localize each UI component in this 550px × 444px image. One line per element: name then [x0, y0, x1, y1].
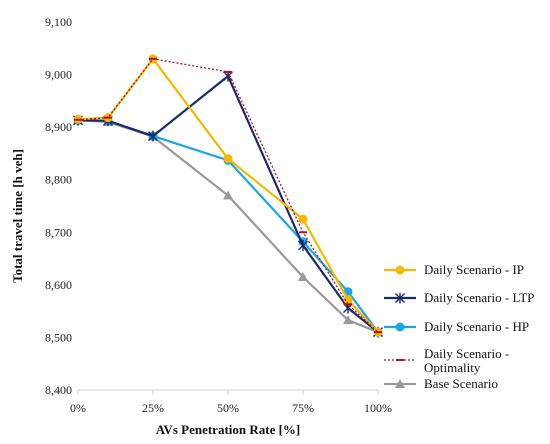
- data-point: [298, 271, 308, 281]
- y-tick-label: 9,000: [45, 68, 72, 82]
- x-tick-label: 75%: [292, 401, 314, 415]
- x-tick-label: 0%: [70, 401, 86, 415]
- y-tick-label: 8,800: [45, 173, 72, 187]
- legend-item: Daily Scenario - HP: [384, 319, 529, 334]
- series-layer: [73, 54, 383, 338]
- y-axis-ticks: 8,400 8,500 8,600 8,700 8,800 8,900 9,000 9,100: [45, 15, 72, 397]
- legend-marker: [395, 265, 405, 275]
- legend-item: Daily Scenario -Optimality: [384, 346, 509, 375]
- legend-label: Daily Scenario - LTP: [424, 290, 534, 305]
- y-tick-label: 8,600: [45, 278, 72, 292]
- legend-marker: [395, 292, 405, 304]
- y-tick-label: 9,100: [45, 15, 72, 29]
- x-tick-label: 100%: [364, 401, 392, 415]
- x-axis-title: AVs Penetration Rate [%]: [156, 422, 301, 437]
- legend-item: Daily Scenario - LTP: [384, 290, 534, 305]
- legend-label: Daily Scenario -Optimality: [424, 346, 509, 375]
- x-tick-label: 25%: [142, 401, 164, 415]
- series-line: [77, 74, 379, 334]
- x-axis-ticks: 0% 25% 50% 75% 100%: [70, 390, 392, 415]
- legend-marker: [395, 322, 405, 332]
- series-5: [73, 115, 383, 337]
- legend-label: Daily Scenario - IP: [424, 262, 524, 277]
- data-point: [298, 214, 308, 224]
- y-tick-label: 8,900: [45, 120, 72, 134]
- y-tick-label: 8,400: [45, 383, 72, 397]
- series-line: [77, 119, 379, 333]
- data-point: [343, 315, 353, 325]
- data-point: [223, 154, 233, 164]
- series-4: [74, 57, 382, 334]
- y-tick-label: 8,700: [45, 225, 72, 239]
- series-3: [73, 115, 383, 337]
- legend-item: Base Scenario: [384, 376, 498, 391]
- data-point: [223, 190, 233, 200]
- data-point: [298, 240, 308, 251]
- y-tick-label: 8,500: [45, 330, 72, 344]
- series-line: [77, 119, 379, 334]
- series-2: [73, 70, 383, 338]
- data-point: [148, 130, 158, 142]
- legend-marker: [395, 379, 405, 388]
- legend-item: Daily Scenario - IP: [384, 262, 524, 277]
- legend-label: Daily Scenario - HP: [424, 319, 529, 334]
- y-axis-title: Total travel time [h veh]: [10, 149, 25, 283]
- x-tick-label: 50%: [217, 401, 239, 415]
- legend: Daily Scenario - IP Daily Scenario - LTP D…: [384, 262, 534, 391]
- legend-label: Base Scenario: [424, 376, 498, 391]
